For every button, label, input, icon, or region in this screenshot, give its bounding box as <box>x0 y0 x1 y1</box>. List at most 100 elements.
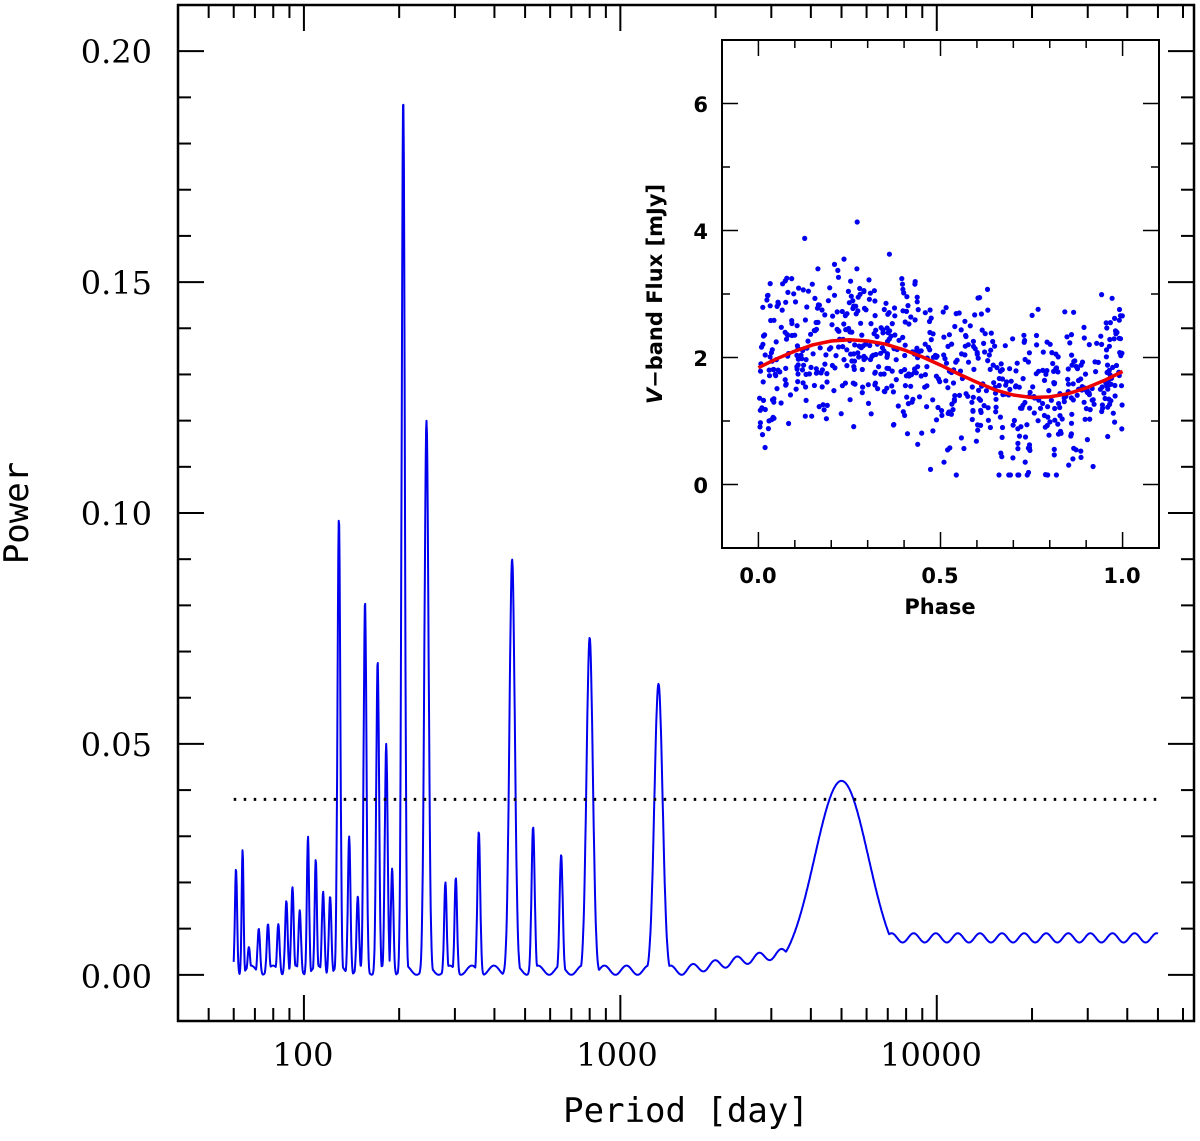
inset-data-point <box>922 384 928 390</box>
inset-data-point <box>893 377 899 383</box>
inset-data-point <box>952 393 958 399</box>
inset-data-point <box>865 400 872 406</box>
inset-data-point <box>933 417 940 423</box>
inset-data-point <box>799 367 806 373</box>
inset-data-point <box>892 313 898 319</box>
inset-data-point <box>1090 463 1096 470</box>
inset-data-point <box>993 409 999 415</box>
inset-data-point <box>1040 400 1046 407</box>
inset-data-point <box>829 322 835 328</box>
inset-data-point <box>1116 335 1122 341</box>
inset-data-point <box>1099 384 1105 390</box>
inset-data-point <box>912 281 918 287</box>
inset-data-point <box>876 364 882 370</box>
inset-data-point <box>774 303 780 309</box>
inset-data-point <box>778 400 784 406</box>
inset-data-point <box>902 352 908 359</box>
inset-data-point <box>764 297 770 303</box>
inset-data-point <box>1099 341 1105 347</box>
inset-data-point <box>1117 313 1124 319</box>
inset-data-point <box>802 413 808 419</box>
inset-data-point <box>822 361 828 367</box>
inset-data-point <box>811 382 818 389</box>
inset-data-point <box>924 404 930 410</box>
inset-data-point <box>941 334 947 340</box>
inset-data-point <box>969 399 975 405</box>
inset-data-point <box>1013 368 1019 374</box>
inset-data-point <box>889 383 895 389</box>
inset-data-point <box>783 336 790 342</box>
inset-data-point <box>996 472 1002 478</box>
main-axis-ticks <box>177 4 1194 1021</box>
inset-data-point <box>831 292 838 298</box>
inset-data-point <box>994 365 1000 371</box>
inset-data-point <box>990 338 996 345</box>
inset-data-point <box>1078 448 1084 454</box>
inset-data-point <box>779 307 785 313</box>
inset-data-point <box>939 412 945 418</box>
inset-data-point <box>893 357 899 363</box>
inset-data-point <box>1017 405 1024 411</box>
inset-data-point <box>1107 320 1113 326</box>
inset-data-point <box>1040 367 1046 373</box>
inset-data-point <box>1116 306 1123 313</box>
inset-data-point <box>1071 358 1077 365</box>
inset-data-point <box>952 323 958 330</box>
inset-data-point <box>914 299 920 305</box>
inset-data-point <box>1091 401 1097 407</box>
inset-data-point <box>886 336 893 342</box>
inset-data-point <box>967 323 973 329</box>
inset-data-point <box>943 378 949 384</box>
inset-data-point <box>835 274 842 280</box>
inset-data-point <box>922 341 928 347</box>
inset-data-point <box>1098 333 1104 339</box>
inset-data-point <box>1015 446 1021 452</box>
inset-data-point <box>945 447 951 453</box>
inset-data-point <box>1081 399 1087 405</box>
inset-data-point <box>1099 292 1105 298</box>
inset-data-point <box>1083 406 1089 412</box>
inset-data-point <box>854 219 860 225</box>
inset-data-point <box>983 388 990 394</box>
inset-data-point <box>999 434 1005 440</box>
inset-axis-ticks <box>721 39 1160 549</box>
inset-data-point <box>1052 405 1058 412</box>
inset-data-point <box>783 365 789 371</box>
inset-y-axis-label-band: V <box>643 386 667 404</box>
inset-data-point <box>802 317 809 323</box>
inset-data-point <box>1018 424 1024 430</box>
inset-data-point <box>842 380 849 386</box>
inset-data-point <box>822 312 828 318</box>
inset-data-point <box>789 276 795 282</box>
inset-data-point <box>914 345 920 351</box>
inset-data-point <box>999 367 1005 373</box>
main-y-tick-label-0.00: 0.00 <box>81 958 152 996</box>
inset-data-point <box>852 342 858 348</box>
inset-data-point <box>889 368 895 374</box>
inset-data-point <box>860 343 866 349</box>
inset-data-point <box>821 407 827 413</box>
inset-data-point <box>1112 382 1118 389</box>
inset-data-point <box>1024 422 1030 428</box>
inset-data-point <box>975 355 981 361</box>
inset-data-point <box>1112 315 1118 321</box>
inset-data-point <box>978 311 985 317</box>
inset-data-point <box>850 298 856 304</box>
inset-data-point <box>958 327 964 333</box>
inset-data-point <box>841 321 847 327</box>
inset-data-point <box>890 389 897 395</box>
inset-data-point <box>1068 420 1075 426</box>
inset-data-point <box>1007 386 1013 392</box>
inset-data-point <box>902 367 908 373</box>
inset-data-point <box>1103 320 1109 326</box>
inset-data-point <box>942 356 948 362</box>
inset-data-point <box>832 365 838 371</box>
inset-data-point <box>1104 325 1110 331</box>
inset-data-point <box>991 380 997 386</box>
inset-data-point <box>795 356 801 362</box>
inset-data-point <box>1106 343 1112 349</box>
inset-data-point <box>1093 369 1099 375</box>
main-y-tick-label-0.05: 0.05 <box>81 726 152 764</box>
inset-data-point <box>982 331 988 337</box>
